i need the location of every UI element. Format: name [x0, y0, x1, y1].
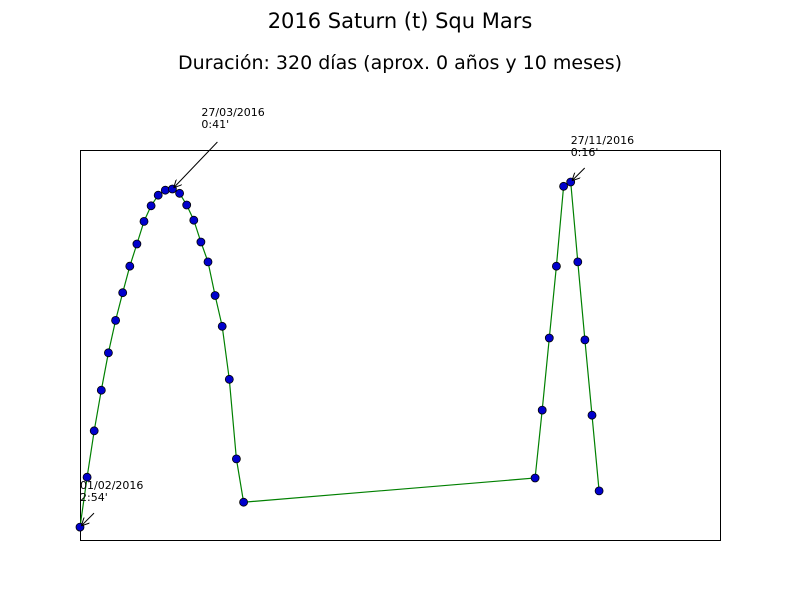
annotation-value: 0:16': [571, 146, 599, 159]
data-point: [587, 410, 597, 420]
chart-title: 2016 Saturn (t) Squ Mars: [268, 9, 533, 33]
data-point: [224, 374, 234, 384]
data-point: [530, 473, 540, 483]
data-point: [203, 257, 213, 267]
data-point: [537, 405, 547, 415]
annotation-date: 27/11/2016: [571, 134, 634, 147]
chart-subtitle: Duración: 320 días (aprox. 0 años y 10 m…: [178, 52, 622, 74]
data-point: [239, 497, 249, 507]
data-point: [160, 185, 170, 195]
annotation-date: 01/02/2016: [80, 479, 143, 492]
data-point: [132, 239, 142, 249]
data-point: [96, 385, 106, 395]
data-point: [217, 321, 227, 331]
data-point: [189, 215, 199, 225]
data-point: [210, 291, 220, 300]
plot-frame: [80, 150, 721, 541]
data-point: [153, 190, 163, 200]
annotation-arrow: [174, 141, 218, 187]
data-point: [573, 257, 583, 267]
annotation-value: 0:41': [201, 118, 229, 131]
data-point: [182, 200, 192, 210]
data-point: [118, 288, 128, 298]
data-point: [125, 261, 135, 271]
data-point: [89, 426, 99, 436]
series-layer: [75, 177, 604, 532]
data-point: [139, 216, 149, 226]
annotation-arrow: [573, 167, 586, 180]
data-point: [544, 333, 554, 343]
annotation-arrow: [82, 512, 95, 525]
data-point: [552, 261, 561, 271]
data-point: [231, 454, 241, 464]
annotation-value: 2:54': [80, 491, 108, 504]
data-point: [559, 181, 568, 191]
data-point: [146, 201, 156, 211]
data-point: [196, 237, 206, 247]
data-point: [580, 335, 590, 345]
series-line: [79, 180, 600, 528]
data-point: [104, 348, 113, 358]
data-point: [175, 188, 185, 198]
annotation-date: 27/03/2016: [201, 106, 264, 119]
data-point: [111, 315, 120, 325]
data-point: [82, 472, 92, 482]
data-point: [594, 486, 604, 496]
